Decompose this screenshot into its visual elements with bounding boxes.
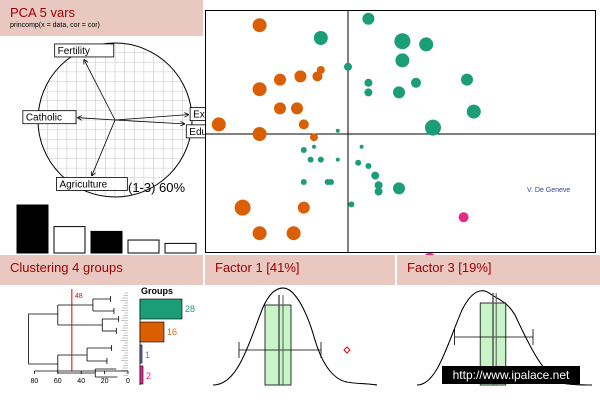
data-point <box>364 88 373 97</box>
data-point <box>395 53 410 68</box>
data-point <box>312 71 323 82</box>
loading-arrow <box>92 119 116 175</box>
credit-label: V. De Geneve <box>527 187 570 194</box>
data-point <box>374 181 383 190</box>
eigenvalue-bar <box>127 239 160 254</box>
data-point <box>310 133 318 142</box>
data-point <box>252 226 267 241</box>
data-point <box>316 66 325 74</box>
explained-variance-label: (1-3) 60% <box>128 180 186 195</box>
loading-arrow <box>84 60 116 121</box>
group-count: 16 <box>167 327 177 337</box>
circle-grid <box>38 43 192 197</box>
cut-height-label: 48 <box>75 293 83 300</box>
variable-label-box <box>54 43 115 58</box>
variable-label: Catholic <box>26 113 62 124</box>
eigenvalue-bar <box>53 226 86 254</box>
data-point <box>335 157 340 162</box>
density-curve <box>212 287 378 386</box>
data-point <box>298 119 309 130</box>
pca-subtitle: princomp(x = data, cor = cor) <box>10 22 100 29</box>
eigenvalue-bars <box>16 204 197 254</box>
data-point <box>419 37 434 52</box>
factor1-header: Factor 1 [41%] <box>205 255 395 285</box>
axis-tick-label: 60 <box>54 378 62 385</box>
loading-arrow <box>114 119 184 124</box>
data-point <box>252 18 267 33</box>
data-point <box>313 31 328 45</box>
data-point <box>317 156 324 163</box>
data-point <box>359 144 364 149</box>
iqr-band <box>264 304 292 386</box>
data-point <box>394 33 411 50</box>
data-point <box>300 147 307 153</box>
data-point <box>234 199 251 216</box>
groups-title: Groups <box>141 286 173 296</box>
group-bar <box>139 298 183 320</box>
data-point <box>348 201 355 208</box>
axis-tick-label: 20 <box>101 378 109 385</box>
data-point <box>411 77 421 88</box>
data-point <box>393 86 405 99</box>
pca-scatter-plot: V. De Geneve <box>205 10 596 265</box>
variable-label: Fertility <box>58 46 90 57</box>
data-point <box>307 156 314 163</box>
clustering-title: Clustering 4 groups <box>10 260 123 275</box>
data-point <box>274 73 286 86</box>
data-point <box>252 127 267 141</box>
eigenvalue-bar <box>90 230 123 254</box>
plot-frame <box>205 10 596 253</box>
loading-arrow <box>114 115 188 121</box>
data-point <box>211 117 226 132</box>
data-point <box>344 62 352 71</box>
loading-arrow <box>78 118 116 121</box>
data-point <box>252 82 267 97</box>
outlier-marker <box>343 346 351 354</box>
clustering-header: Clustering 4 groups <box>0 255 203 285</box>
data-point <box>312 144 316 149</box>
watermark: http://www.ipalace.net <box>442 366 580 384</box>
dendrogram: 48 80 60 40 20 0 Groups 28 16 1 2 <box>28 286 195 385</box>
data-point <box>374 187 383 196</box>
density-curve-overlay <box>212 287 378 386</box>
data-point <box>300 179 307 185</box>
group-count: 1 <box>145 350 150 360</box>
group-count: 2 <box>146 371 151 381</box>
data-point <box>335 128 340 133</box>
data-point <box>425 119 441 136</box>
data-point <box>458 212 469 223</box>
eigenvalue-bar <box>16 204 49 254</box>
axis-tick-label: 80 <box>31 378 39 385</box>
variable-label: Agriculture <box>59 179 107 190</box>
variable-label-box <box>22 110 77 125</box>
pca-title: PCA 5 vars <box>10 5 76 20</box>
data-point <box>393 182 405 195</box>
data-point <box>274 102 286 115</box>
data-point <box>328 179 334 185</box>
axis-tick-label: 40 <box>77 378 85 385</box>
data-point <box>466 104 481 119</box>
data-point <box>371 171 380 180</box>
group-bar <box>139 321 165 343</box>
eigenvalue-bar <box>164 242 197 254</box>
data-point <box>461 73 473 86</box>
data-point <box>362 12 375 25</box>
factor3-header: Factor 3 [19%] <box>397 255 600 285</box>
factor1-title: Factor 1 [41%] <box>215 260 300 275</box>
factor3-title: Factor 3 [19%] <box>407 260 492 275</box>
axis-tick-label: 0 <box>126 378 130 385</box>
data-point <box>355 159 362 166</box>
factor1-distribution <box>212 287 378 386</box>
group-count: 28 <box>185 304 195 314</box>
data-point <box>297 201 310 214</box>
data-point <box>291 102 303 115</box>
data-point <box>365 163 372 169</box>
data-point <box>286 226 301 241</box>
variable-label-box <box>56 177 128 191</box>
data-point <box>294 70 307 83</box>
pca-header: PCA 5 vars princomp(x = data, cor = cor) <box>0 0 203 36</box>
group-bar <box>139 344 143 364</box>
group-bar <box>139 365 144 385</box>
data-point <box>364 78 373 87</box>
